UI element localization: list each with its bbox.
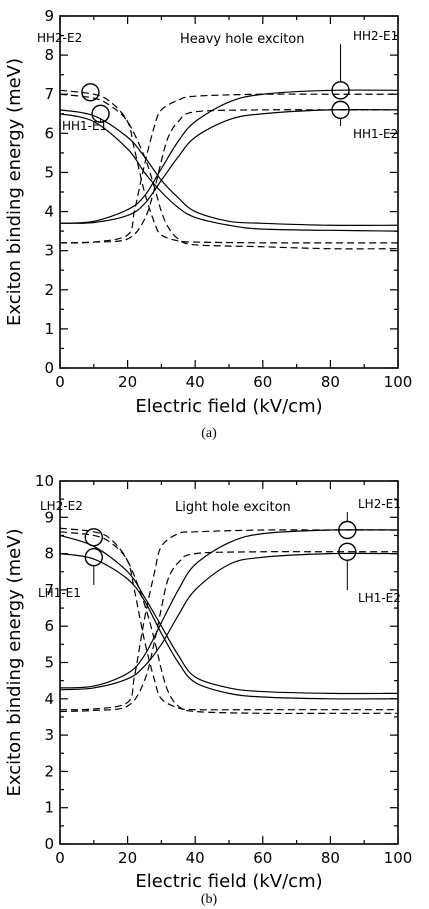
series-line-7-dashed [59, 529, 398, 711]
series-line-4-solid [59, 108, 399, 224]
annotation-label: HH1-E1 [62, 119, 107, 133]
x-tick-label: 60 [253, 849, 272, 867]
panel-caption: (b) [201, 892, 218, 907]
chart-panel-1: 0 20 40 60 80 100 0 1 2 3 4 5 6 7 8 9 Electric field (kV… [4, 7, 412, 441]
y-tick-label: 5 [44, 654, 54, 672]
series-line-8-dashed [59, 109, 398, 244]
y-tick-label: 4 [44, 203, 54, 221]
series-line-8-dashed [59, 551, 398, 713]
x-axis-title: Electric field (kV/cm) [135, 871, 322, 892]
y-tick-label: 6 [44, 617, 54, 635]
x-tick-label: 0 [55, 849, 65, 867]
y-tick-label: 4 [44, 690, 54, 708]
y-tick-label: 0 [44, 835, 54, 853]
panel-title: Light hole exciton [175, 500, 291, 515]
series-line-3-solid [59, 529, 399, 689]
y-tick-label: 9 [44, 508, 54, 526]
panel-title: Heavy hole exciton [180, 32, 304, 47]
y-tick-label: 7 [44, 85, 54, 103]
annotation-label: HH2-E1 [353, 29, 398, 43]
series-line-4-solid [59, 552, 399, 691]
y-axis-title: Exciton binding energy (meV) [4, 58, 25, 326]
chart-panel-2: 0 20 40 60 80 100 0 1 2 3 4 5 6 7 8 9 10 Electric field (… [4, 472, 412, 907]
annotation-label: LH1-E1 [38, 586, 81, 600]
x-tick-label: 80 [321, 849, 340, 867]
x-axis-title: Electric field (kV/cm) [135, 396, 322, 417]
y-tick-label: 6 [44, 124, 54, 142]
annotation-label: LH1-E2 [358, 591, 401, 605]
x-tick-label: 80 [321, 373, 340, 391]
x-tick-label: 20 [118, 849, 137, 867]
x-tick-label: 40 [186, 849, 205, 867]
series-line-7-dashed [59, 93, 398, 244]
annotation-label: HH2-E2 [37, 31, 82, 45]
series-line-2-solid [59, 553, 399, 700]
series-line-3-solid [59, 89, 399, 224]
y-tick-label: 9 [44, 7, 54, 25]
series-line-1-solid [59, 109, 399, 226]
plot-frame [59, 480, 399, 845]
x-tick-label: 20 [118, 373, 137, 391]
y-tick-label: 8 [44, 46, 54, 64]
x-tick-label: 0 [55, 373, 65, 391]
y-tick-label: 1 [44, 799, 54, 817]
annotation-marker [81, 83, 100, 102]
x-tick-label: 100 [384, 849, 413, 867]
series-line-1-solid [59, 534, 399, 695]
annotation-label: LH2-E1 [358, 497, 401, 511]
x-tick-label: 60 [253, 373, 272, 391]
y-tick-label: 7 [44, 581, 54, 599]
panel-caption: (a) [201, 426, 217, 441]
y-axis-title: Exciton binding energy (meV) [4, 528, 25, 796]
y-tick-label: 2 [44, 762, 54, 780]
y-tick-label: 5 [44, 163, 54, 181]
series-line-2-solid [59, 113, 399, 232]
x-tick-label: 100 [384, 373, 413, 391]
y-tick-label: 10 [35, 472, 54, 490]
annotation-marker [84, 528, 104, 547]
y-tick-label: 3 [44, 726, 54, 744]
x-tick-label: 40 [186, 373, 205, 391]
annotation-label: HH1-E2 [353, 127, 398, 141]
y-tick-label: 3 [44, 242, 54, 260]
series-line-5-dashed [59, 527, 398, 711]
y-tick-label: 0 [44, 359, 54, 377]
series-line-6-dashed [59, 531, 399, 715]
y-tick-label: 2 [44, 281, 54, 299]
y-tick-label: 8 [44, 545, 54, 563]
plot-frame [59, 15, 399, 369]
y-tick-label: 1 [44, 320, 54, 338]
annotation-label: LH2-E2 [40, 499, 83, 513]
